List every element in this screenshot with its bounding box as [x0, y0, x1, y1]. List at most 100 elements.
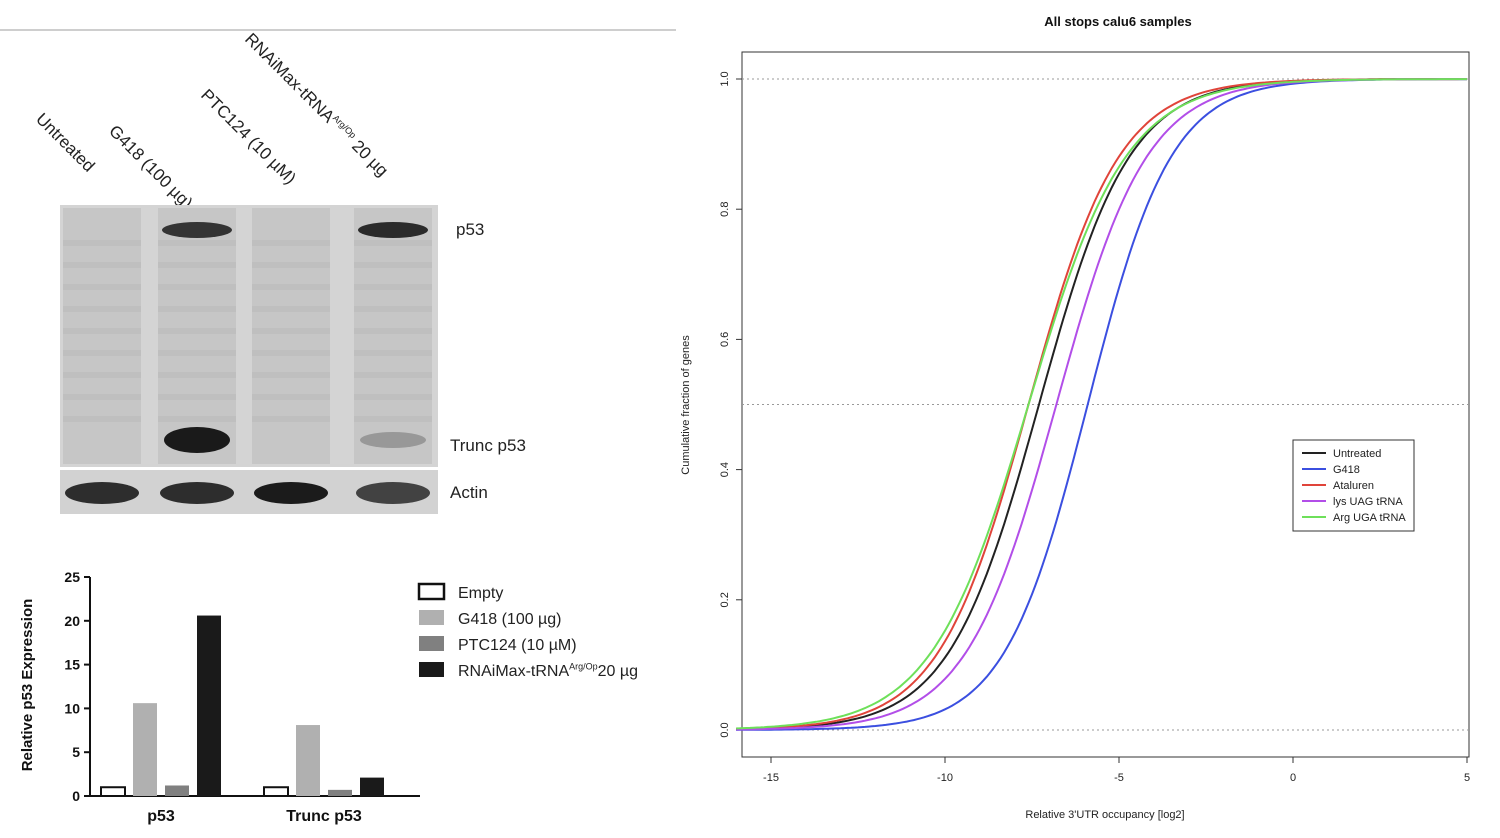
bar-chart-legend: Empty G418 (100 µg) PTC124 (10 µM) RNAiMax-…: [417, 582, 638, 680]
background-band: [158, 350, 236, 356]
bar-rnaimax-trna-p53: [197, 615, 221, 796]
background-band: [63, 262, 141, 268]
cdf-y-tick-label: 0.0: [719, 722, 731, 737]
background-band: [354, 350, 432, 356]
background-band: [354, 306, 432, 312]
bar-ptc124-10-m-trunc-p53: [328, 789, 352, 796]
bar-chart: Relative p53 Expression 0 5 10 15 20 25 p53 Tr…: [19, 569, 638, 825]
cdf-y-tick-label: 1.0: [719, 71, 731, 86]
background-band: [158, 328, 236, 334]
background-band: [63, 394, 141, 400]
actin-band: [160, 482, 234, 504]
western-blot-panel: Untreated G418 (100 µg) PTC124 (10 µM)RNAi…: [32, 29, 526, 514]
cdf-chart-legend: Untreated G418 Ataluren lys UAG tRNA Arg UGA…: [1292, 439, 1415, 532]
background-band: [158, 372, 236, 378]
bar-chart-ylabel: Relative p53 Expression: [19, 599, 36, 772]
lane-label-g418-100-g: G418 (100 µg): [105, 121, 196, 212]
background-band: [354, 416, 432, 422]
p53-band: [162, 222, 232, 238]
bar-y-tick-label: 5: [72, 744, 80, 760]
bar-y-tick-label: 0: [72, 788, 80, 804]
cdf-legend-label-arg-uga-trna: Arg UGA tRNA: [1333, 512, 1406, 524]
background-band: [158, 394, 236, 400]
background-band: [252, 328, 330, 334]
bar-g418-100-g-trunc-p53: [296, 725, 320, 796]
p53-band: [358, 222, 428, 238]
background-band: [63, 328, 141, 334]
cdf-x-tick-label: -5: [1114, 772, 1124, 784]
actin-band: [65, 482, 139, 504]
background-band: [158, 416, 236, 422]
band-label-p53: p53: [456, 220, 484, 239]
cdf-legend-label-g418: G418: [1333, 464, 1360, 476]
bar-y-tick-label: 15: [64, 657, 80, 673]
cdf-chart-title: All stops calu6 samples: [1044, 14, 1191, 29]
background-band: [252, 416, 330, 422]
bar-y-tick-label: 20: [64, 613, 80, 629]
legend-swatch-ptc124-10-m: [419, 636, 444, 651]
cdf-y-tick-label: 0.2: [719, 592, 731, 607]
actin-band: [254, 482, 328, 504]
legend-label-g418-100-g: G418 (100 µg): [458, 611, 562, 628]
background-band: [63, 306, 141, 312]
background-band: [158, 306, 236, 312]
blot-lane: [63, 208, 141, 464]
blot-lanes: [63, 208, 432, 464]
bar-y-tick-label: 25: [64, 569, 80, 585]
blot-lane: [158, 208, 236, 464]
bar-category-label: p53: [147, 808, 175, 825]
bar-category-label: Trunc p53: [286, 808, 362, 825]
blot-lane: [354, 208, 432, 464]
lane-label-ptc124-10-m: PTC124 (10 µM): [197, 85, 300, 188]
cdf-x-tick-label: -15: [763, 772, 779, 784]
cdf-y-tick-label: 0.6: [719, 332, 731, 347]
cdf-x-tick-label: 0: [1290, 772, 1296, 784]
background-band: [63, 372, 141, 378]
background-band: [354, 240, 432, 246]
background-band: [158, 262, 236, 268]
band-label-actin: Actin: [450, 483, 488, 502]
cdf-chart-xlabel: Relative 3'UTR occupancy [log2]: [1025, 809, 1184, 821]
background-band: [158, 284, 236, 290]
bar-chart-axes: 0 5 10 15 20 25: [64, 569, 420, 804]
cdf-chart-ylabel: Cumulative fraction of genes: [680, 335, 692, 475]
cdf-chart-lines: [736, 78, 1467, 731]
background-band: [252, 262, 330, 268]
cdf-plot-frame: [741, 51, 1470, 758]
cdf-line-arg-uga-trna: [736, 78, 1467, 730]
bar-rnaimax-trna-trunc-p53: [360, 777, 384, 796]
blot-lane: [252, 208, 330, 464]
background-band: [63, 240, 141, 246]
background-band: [252, 350, 330, 356]
bar-empty-p53: [100, 786, 126, 797]
bar-empty-trunc-p53: [263, 786, 289, 797]
background-band: [63, 350, 141, 356]
band-label-trunc-p53: Trunc p53: [450, 436, 526, 455]
actin-band: [356, 482, 430, 504]
cdf-y-tick-label: 0.4: [719, 462, 731, 477]
background-band: [354, 284, 432, 290]
bar-ptc124-10-m-p53: [165, 785, 189, 796]
legend-swatch-empty: [417, 582, 446, 601]
background-band: [252, 284, 330, 290]
cdf-x-tick-label: -10: [937, 772, 953, 784]
cdf-x-tick-label: 5: [1464, 772, 1470, 784]
legend-label-ptc124-10-m: PTC124 (10 µM): [458, 637, 577, 654]
bar-g418-100-g-p53: [133, 703, 157, 796]
background-band: [252, 240, 330, 246]
cdf-y-tick-label: 0.8: [719, 202, 731, 217]
lane-label-untreated: Untreated: [32, 109, 98, 175]
background-band: [354, 262, 432, 268]
bar-chart-bars: p53 Trunc p53: [100, 615, 384, 825]
background-band: [63, 416, 141, 422]
background-band: [354, 372, 432, 378]
cdf-chart: All stops calu6 samples Relative 3'UTR o…: [680, 14, 1470, 821]
actin-lanes: [65, 482, 430, 504]
cdf-chart-axes: -15 -10 -5 0 5 0.0 0.2 0.4 0.6 0.8 1.0: [719, 71, 1470, 784]
legend-swatch-rnaimax-trna: [419, 662, 444, 677]
background-band: [354, 394, 432, 400]
legend-label-empty: Empty: [458, 585, 503, 602]
background-band: [252, 372, 330, 378]
lane-labels: Untreated G418 (100 µg) PTC124 (10 µM)RNAi…: [32, 29, 392, 212]
bar-y-tick-label: 10: [64, 700, 80, 716]
